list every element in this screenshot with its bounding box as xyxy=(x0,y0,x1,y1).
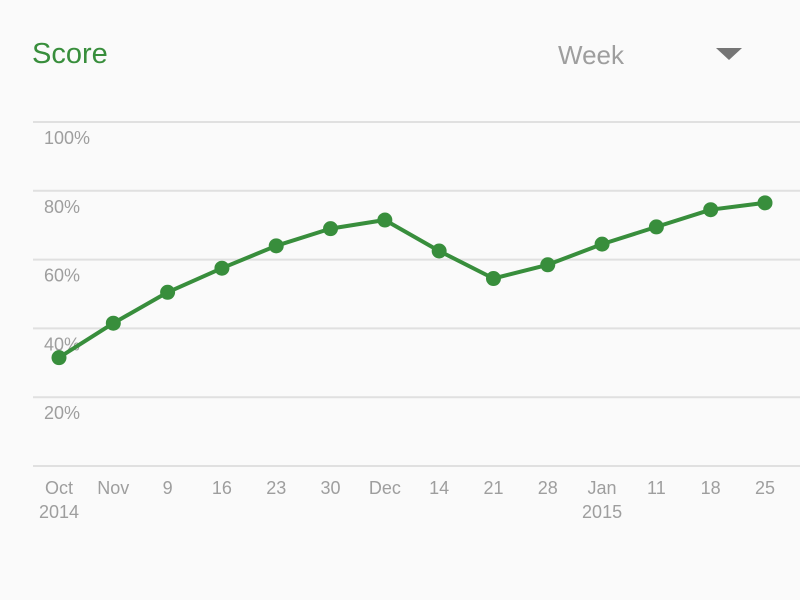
x-tick-label-6: Dec xyxy=(369,478,401,498)
score-point-9[interactable] xyxy=(540,257,556,273)
x-tick-label-7: 14 xyxy=(429,478,449,498)
score-point-3[interactable] xyxy=(214,260,230,276)
x-tick-label-9: 28 xyxy=(538,478,558,498)
y-tick-label-100: 100% xyxy=(44,128,90,148)
score-point-13[interactable] xyxy=(757,195,773,211)
x-tick-label-4: 23 xyxy=(266,478,286,498)
x-tick-label-5: 30 xyxy=(321,478,341,498)
x-tick-label-0: Oct xyxy=(45,478,73,498)
score-point-4[interactable] xyxy=(268,238,284,254)
x-tick-label-0-line2: 2014 xyxy=(39,502,79,522)
x-tick-label-3: 16 xyxy=(212,478,232,498)
y-tick-label-20: 20% xyxy=(44,403,80,423)
score-point-6[interactable] xyxy=(377,212,393,228)
y-tick-label-60: 60% xyxy=(44,266,80,286)
dropdown-arrow-icon xyxy=(716,48,742,60)
y-tick-label-80: 80% xyxy=(44,197,80,217)
x-tick-label-10: Jan xyxy=(588,478,617,498)
score-point-11[interactable] xyxy=(648,219,664,235)
x-tick-label-12: 18 xyxy=(701,478,721,498)
score-point-8[interactable] xyxy=(485,271,501,287)
x-tick-label-2: 9 xyxy=(163,478,173,498)
x-tick-label-8: 21 xyxy=(483,478,503,498)
score-point-0[interactable] xyxy=(51,350,67,366)
score-point-5[interactable] xyxy=(323,221,339,237)
x-tick-label-10-line2: 2015 xyxy=(582,502,622,522)
score-point-7[interactable] xyxy=(431,243,447,259)
score-point-12[interactable] xyxy=(703,202,719,218)
period-selected-value: Week xyxy=(558,40,624,70)
x-tick-label-11: 11 xyxy=(647,478,666,498)
score-point-2[interactable] xyxy=(160,284,176,300)
score-point-1[interactable] xyxy=(105,315,121,331)
score-point-10[interactable] xyxy=(594,236,610,252)
x-tick-label-13: 25 xyxy=(755,478,775,498)
x-tick-label-1: Nov xyxy=(97,478,129,498)
period-dropdown[interactable]: Week xyxy=(540,30,770,80)
page-title: Score xyxy=(32,38,108,70)
score-series-line xyxy=(57,200,767,360)
